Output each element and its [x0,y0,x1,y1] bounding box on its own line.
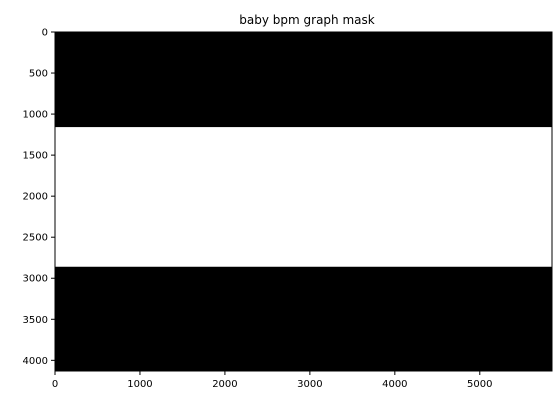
y-axis: 0 500 1000 1500 2000 2500 3000 3500 4000 [23,28,55,367]
plot-frame [54,31,553,372]
mask-band-0 [55,32,552,128]
x-tick-label: 4000 [382,379,407,390]
mask-band-1 [55,127,552,267]
y-tick-label: 2000 [23,192,48,203]
mask-bands [55,32,552,371]
mask-band-2 [55,266,552,371]
y-tick-label: 3000 [23,274,48,285]
x-tick-label: 2000 [212,379,237,390]
y-tick-label: 500 [29,69,48,80]
x-tick-label: 5000 [467,379,492,390]
y-tick-label: 0 [42,28,48,39]
x-tick-label: 1000 [127,379,152,390]
y-tick-label: 3500 [23,315,48,326]
x-axis: 0 1000 2000 3000 4000 5000 [52,371,493,390]
x-tick-label: 3000 [297,379,322,390]
y-tick-label: 2500 [23,233,48,244]
chart-title: baby bpm graph mask [239,13,374,27]
y-tick-label: 1500 [23,151,48,162]
y-tick-label: 1000 [23,110,48,121]
x-tick-label: 0 [52,379,58,390]
y-tick-label: 4000 [23,356,48,367]
